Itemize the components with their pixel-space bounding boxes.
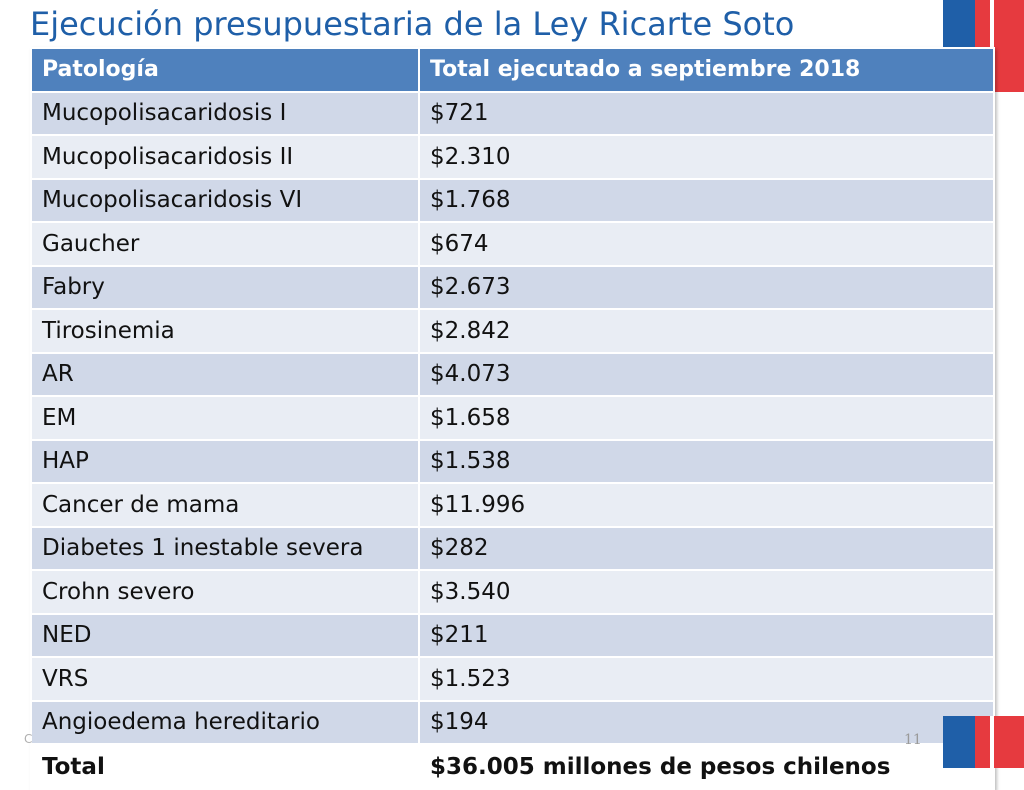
- amount-cell: $1.523: [418, 656, 995, 702]
- pathology-cell: Mucopolisacaridosis II: [30, 134, 420, 180]
- header-total-executed: Total ejecutado a septiembre 2018: [418, 47, 995, 93]
- table-header-row: Patología Total ejecutado a septiembre 2…: [30, 47, 995, 93]
- amount-cell: $282: [418, 525, 995, 571]
- amount-cell: $4.073: [418, 351, 995, 397]
- table-row: EM $1.658: [30, 395, 995, 441]
- table-row: Mucopolisacaridosis I $721: [30, 90, 995, 136]
- flag-stripe-blue-bottom: [943, 716, 975, 768]
- pathology-cell: EM: [30, 395, 420, 441]
- page-number: 11: [904, 732, 922, 748]
- amount-cell: $1.538: [418, 438, 995, 484]
- pathology-cell: Angioedema hereditario: [30, 699, 420, 746]
- pathology-cell: Crohn severo: [30, 569, 420, 615]
- amount-cell: $2.673: [418, 264, 995, 310]
- table-row: Gaucher $674: [30, 221, 995, 267]
- total-row: Total $36.005 millones de pesos chilenos: [30, 743, 995, 790]
- table-row: Diabetes 1 inestable severa $282: [30, 525, 995, 571]
- amount-cell: $194: [418, 699, 995, 746]
- table-row: HAP $1.538: [30, 438, 995, 484]
- slide-title: Ejecución presupuestaria de la Ley Ricar…: [30, 5, 795, 43]
- pathology-cell: Mucopolisacaridosis I: [30, 90, 420, 136]
- pathology-cell: Diabetes 1 inestable severa: [30, 525, 420, 571]
- footer-text: C: [24, 732, 33, 746]
- amount-cell: $11.996: [418, 482, 995, 528]
- amount-cell: $211: [418, 612, 995, 658]
- flag-stripe-divider-bottom: [990, 716, 994, 768]
- table-row: AR $4.073: [30, 351, 995, 397]
- amount-cell: $674: [418, 221, 995, 267]
- budget-table: Patología Total ejecutado a septiembre 2…: [30, 47, 995, 790]
- table-row: Fabry $2.673: [30, 264, 995, 310]
- amount-cell: $1.658: [418, 395, 995, 441]
- pathology-cell: Mucopolisacaridosis VI: [30, 177, 420, 223]
- amount-cell: $1.768: [418, 177, 995, 223]
- table-row: Mucopolisacaridosis VI $1.768: [30, 177, 995, 223]
- flag-stripe-red-bottom: [975, 716, 1024, 768]
- table-row: NED $211: [30, 612, 995, 658]
- total-amount: $36.005 millones de pesos chilenos: [418, 743, 995, 790]
- pathology-cell: NED: [30, 612, 420, 658]
- pathology-cell: Gaucher: [30, 221, 420, 267]
- table-row: Cancer de mama $11.996: [30, 482, 995, 528]
- flag-stripe-divider-top: [990, 0, 994, 92]
- pathology-cell: Cancer de mama: [30, 482, 420, 528]
- amount-cell: $721: [418, 90, 995, 136]
- pathology-cell: Tirosinemia: [30, 308, 420, 354]
- amount-cell: $3.540: [418, 569, 995, 615]
- table-row: Crohn severo $3.540: [30, 569, 995, 615]
- table-row: Mucopolisacaridosis II $2.310: [30, 134, 995, 180]
- pathology-cell: AR: [30, 351, 420, 397]
- table-body: Mucopolisacaridosis I $721 Mucopolisacarid…: [30, 90, 995, 790]
- amount-cell: $2.310: [418, 134, 995, 180]
- pathology-cell: VRS: [30, 656, 420, 702]
- header-pathology: Patología: [30, 47, 420, 93]
- table-row: VRS $1.523: [30, 656, 995, 702]
- pathology-cell: Fabry: [30, 264, 420, 310]
- total-label: Total: [30, 743, 420, 790]
- table-row: Angioedema hereditario $194: [30, 699, 995, 746]
- table-row: Tirosinemia $2.842: [30, 308, 995, 354]
- pathology-cell: HAP: [30, 438, 420, 484]
- amount-cell: $2.842: [418, 308, 995, 354]
